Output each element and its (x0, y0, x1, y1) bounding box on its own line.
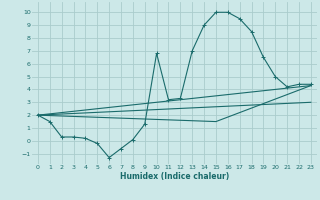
X-axis label: Humidex (Indice chaleur): Humidex (Indice chaleur) (120, 172, 229, 181)
